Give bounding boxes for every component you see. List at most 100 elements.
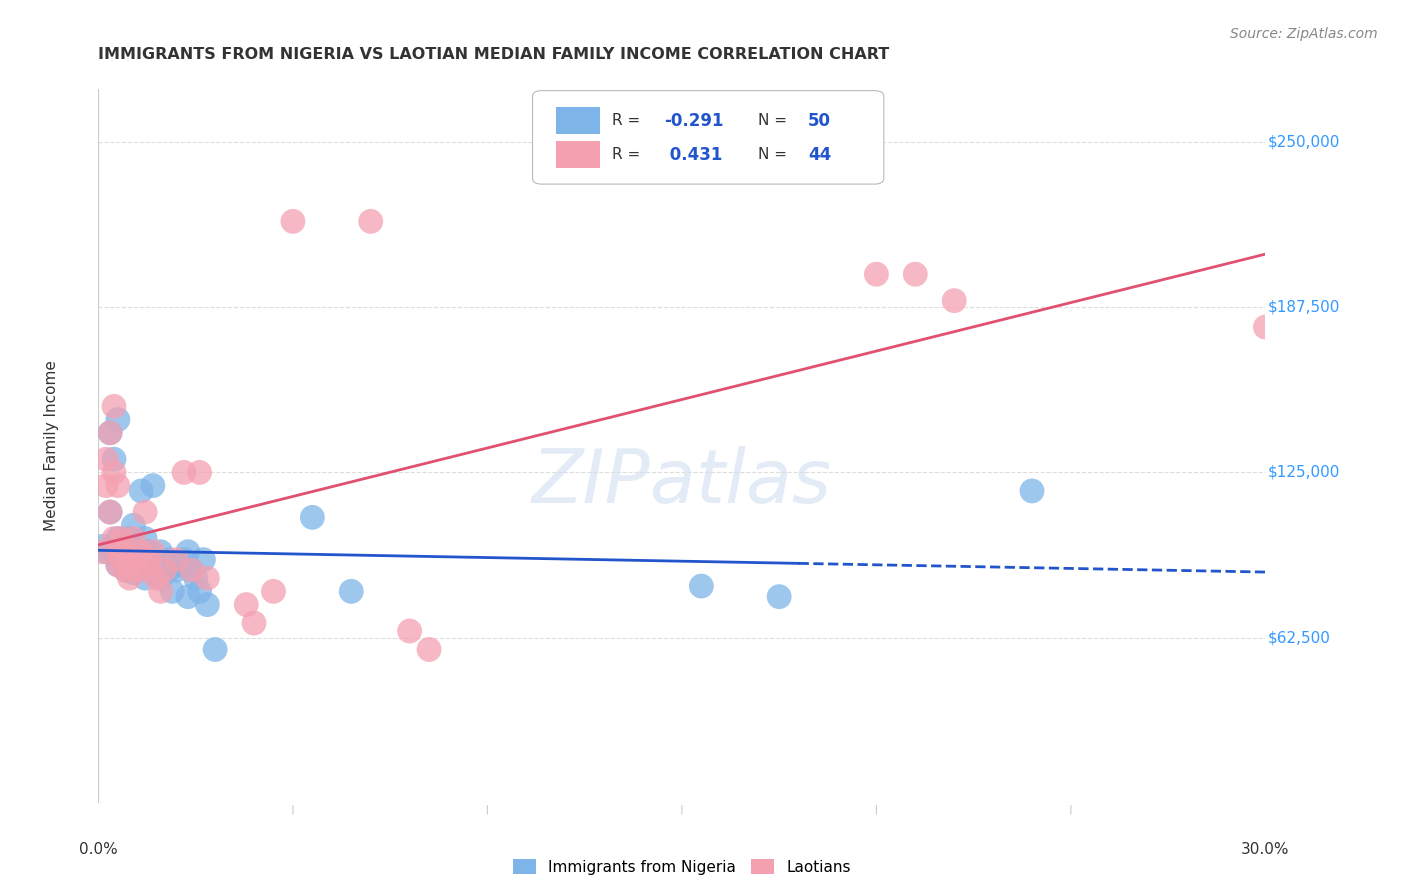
Point — [103, 532, 125, 546]
Point — [107, 532, 129, 546]
FancyBboxPatch shape — [555, 141, 600, 169]
Point — [169, 558, 191, 572]
Text: 0.431: 0.431 — [665, 146, 723, 164]
Point — [904, 267, 927, 281]
Point — [98, 505, 121, 519]
Point — [129, 545, 152, 559]
Point — [165, 552, 187, 566]
Point — [91, 540, 114, 554]
Point — [360, 214, 382, 228]
Point — [142, 545, 165, 559]
Point — [146, 552, 169, 566]
Text: 44: 44 — [808, 146, 831, 164]
Text: $187,500: $187,500 — [1268, 300, 1340, 315]
Text: $62,500: $62,500 — [1268, 630, 1330, 645]
Point — [103, 466, 125, 480]
Point — [146, 563, 169, 577]
Point — [127, 563, 149, 577]
Point — [111, 552, 134, 566]
Point — [91, 545, 114, 559]
Point — [103, 400, 125, 414]
Point — [118, 552, 141, 566]
Point — [142, 478, 165, 492]
Point — [127, 552, 149, 566]
Point — [134, 571, 156, 585]
Point — [122, 566, 145, 580]
Point — [162, 584, 184, 599]
Point — [153, 558, 176, 572]
Point — [204, 642, 226, 657]
Point — [193, 552, 215, 566]
Text: 0.0%: 0.0% — [79, 842, 118, 857]
Point — [235, 598, 257, 612]
Point — [107, 558, 129, 572]
Point — [301, 510, 323, 524]
Text: -0.291: -0.291 — [665, 112, 724, 129]
Point — [173, 466, 195, 480]
Point — [111, 552, 134, 566]
Point — [943, 293, 966, 308]
Text: Source: ZipAtlas.com: Source: ZipAtlas.com — [1230, 27, 1378, 41]
Point — [262, 584, 284, 599]
Point — [96, 452, 118, 467]
Point — [96, 545, 118, 559]
Point — [418, 642, 440, 657]
Point — [1021, 483, 1043, 498]
Point — [195, 571, 218, 585]
Point — [114, 563, 136, 577]
Point — [127, 563, 149, 577]
Point — [96, 478, 118, 492]
Point — [177, 590, 200, 604]
Text: ZIPatlas: ZIPatlas — [531, 446, 832, 517]
Text: IMMIGRANTS FROM NIGERIA VS LAOTIAN MEDIAN FAMILY INCOME CORRELATION CHART: IMMIGRANTS FROM NIGERIA VS LAOTIAN MEDIA… — [98, 47, 890, 62]
Point — [114, 537, 136, 551]
Point — [107, 412, 129, 426]
Text: N =: N = — [758, 147, 792, 162]
Point — [122, 532, 145, 546]
Point — [157, 552, 180, 566]
Point — [281, 214, 304, 228]
Point — [118, 558, 141, 572]
Point — [138, 552, 160, 566]
FancyBboxPatch shape — [555, 107, 600, 134]
Text: 50: 50 — [808, 112, 831, 129]
Point — [107, 558, 129, 572]
Point — [149, 584, 172, 599]
Point — [243, 616, 266, 631]
Point — [134, 532, 156, 546]
Point — [138, 552, 160, 566]
Point — [157, 563, 180, 577]
Point — [768, 590, 790, 604]
Text: R =: R = — [612, 147, 645, 162]
FancyBboxPatch shape — [533, 91, 884, 184]
Point — [107, 478, 129, 492]
Point — [127, 545, 149, 559]
Point — [149, 545, 172, 559]
Point — [177, 545, 200, 559]
Text: N =: N = — [758, 113, 792, 128]
Text: R =: R = — [612, 113, 645, 128]
Point — [149, 571, 172, 585]
Point — [138, 545, 160, 559]
Point — [195, 598, 218, 612]
Point — [98, 505, 121, 519]
Point — [340, 584, 363, 599]
Text: 30.0%: 30.0% — [1241, 842, 1289, 857]
Point — [153, 563, 176, 577]
Point — [103, 545, 125, 559]
Point — [122, 518, 145, 533]
Legend: Immigrants from Nigeria, Laotians: Immigrants from Nigeria, Laotians — [506, 853, 858, 880]
Point — [111, 545, 134, 559]
Point — [188, 584, 211, 599]
Point — [98, 425, 121, 440]
Text: Median Family Income: Median Family Income — [44, 360, 59, 532]
Point — [180, 563, 202, 577]
Point — [129, 483, 152, 498]
Point — [146, 571, 169, 585]
Point — [114, 545, 136, 559]
Point — [118, 532, 141, 546]
Point — [103, 452, 125, 467]
Point — [165, 563, 187, 577]
Point — [690, 579, 713, 593]
Point — [138, 563, 160, 577]
